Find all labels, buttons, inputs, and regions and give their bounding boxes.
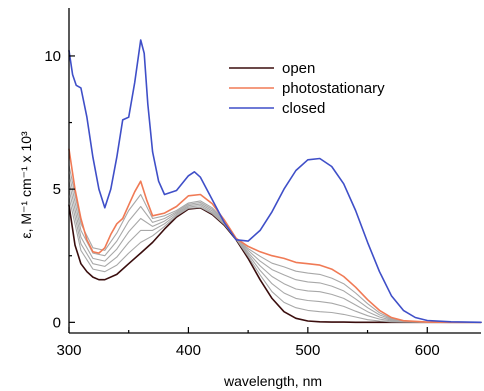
axes [68,8,481,334]
x-tick-label: 500 [295,342,320,359]
series-line-intermediate-5 [68,164,482,323]
y-axis-title: ε, M⁻¹ cm⁻¹ x 10³ [18,131,34,239]
x-tick-label: 400 [176,342,201,359]
series-line-intermediate-2 [68,188,482,323]
x-tick-label: 600 [415,342,440,359]
y-tick-label: 10 [44,48,61,65]
legend-label-open: open [282,60,315,77]
plot-area [68,39,482,324]
y-tick-label: 0 [53,314,61,331]
x-tick-label: 300 [56,342,81,359]
series-line-intermediate-3 [68,180,482,323]
series-line-closed [68,39,482,324]
series-line-photostationary [68,148,482,324]
ticks: 300 400 500 600 0 5 10 [44,48,439,359]
legend: open photostationary closed [229,60,385,117]
series-line-intermediate-4 [68,172,482,323]
y-tick-label: 5 [53,181,61,198]
legend-label-closed: closed [282,100,325,117]
legend-label-photostationary: photostationary [282,80,385,97]
x-axis-title: wavelength, nm [223,373,322,389]
series-line-intermediate-1 [68,196,482,323]
